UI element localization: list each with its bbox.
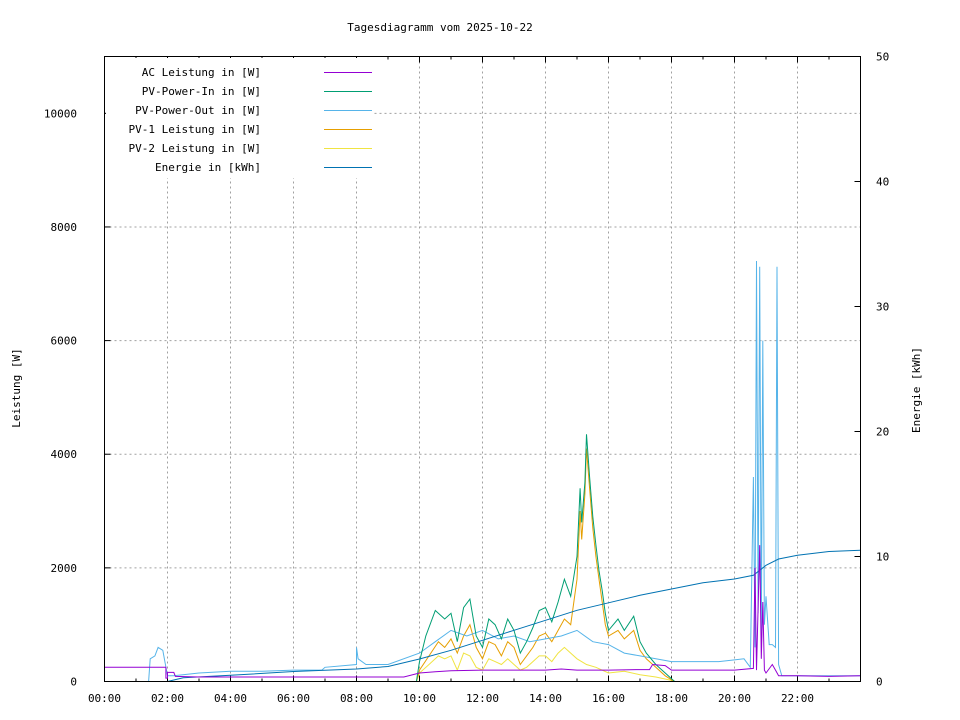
legend-label: AC Leistung in [W] <box>142 66 261 79</box>
y-tick-label: 8000 <box>51 221 78 234</box>
legend-label: PV-1 Leistung in [W] <box>129 123 261 136</box>
y2-axis-label: Energie [kWh] <box>910 347 923 433</box>
y-axis-left: 0 2000 4000 6000 8000 10000 <box>44 107 111 689</box>
y2-tick-label: 50 <box>876 51 889 64</box>
x-tick-label: 06:00 <box>277 692 310 705</box>
y-axis-right: 0 10 20 30 40 50 <box>854 51 889 689</box>
y-tick-label: 2000 <box>51 562 78 575</box>
series-line-4 <box>104 646 861 682</box>
legend-label: PV-2 Leistung in [W] <box>129 142 261 155</box>
legend-label: PV-Power-Out in [W] <box>135 104 261 117</box>
series-line-0 <box>104 545 861 679</box>
y-tick-label: 6000 <box>51 335 78 348</box>
x-tick-label: 08:00 <box>340 692 373 705</box>
y-tick-label: 0 <box>70 676 77 689</box>
legend-background <box>106 58 374 178</box>
series-line-2 <box>104 260 861 682</box>
y2-tick-label: 0 <box>876 676 883 689</box>
x-tick-label: 00:00 <box>88 692 121 705</box>
x-tick-label: 02:00 <box>151 692 184 705</box>
y-tick-label: 10000 <box>44 107 77 120</box>
x-axis: 00:00 02:00 04:00 06:00 08:00 10:00 12:00 14:00… <box>88 56 830 705</box>
y2-tick-label: 20 <box>876 426 889 439</box>
x-tick-label: 16:00 <box>592 692 625 705</box>
series-line-3 <box>104 448 861 682</box>
x-tick-label: 10:00 <box>403 692 436 705</box>
legend: AC Leistung in [W] PV-Power-In in [W] PV-P… <box>106 58 374 178</box>
x-tick-label: 20:00 <box>718 692 751 705</box>
y2-tick-label: 30 <box>876 301 889 314</box>
y2-tick-label: 40 <box>876 176 889 189</box>
y2-tick-label: 10 <box>876 551 889 564</box>
legend-label: PV-Power-In in [W] <box>142 85 261 98</box>
x-tick-label: 18:00 <box>655 692 688 705</box>
x-tick-label: 22:00 <box>781 692 814 705</box>
y-axis-label: Leistung [W] <box>10 348 23 427</box>
x-tick-label: 14:00 <box>529 692 562 705</box>
plot-area <box>104 260 861 682</box>
series-line-5 <box>104 549 861 682</box>
y-tick-label: 4000 <box>51 448 78 461</box>
x-tick-label: 12:00 <box>466 692 499 705</box>
series-line-1 <box>104 434 861 682</box>
plot-frame <box>104 56 861 682</box>
legend-label: Energie in [kWh] <box>155 161 261 174</box>
chart-title: Tagesdiagramm vom 2025-10-22 <box>347 21 532 34</box>
grid <box>104 56 861 682</box>
x-tick-label: 04:00 <box>214 692 247 705</box>
